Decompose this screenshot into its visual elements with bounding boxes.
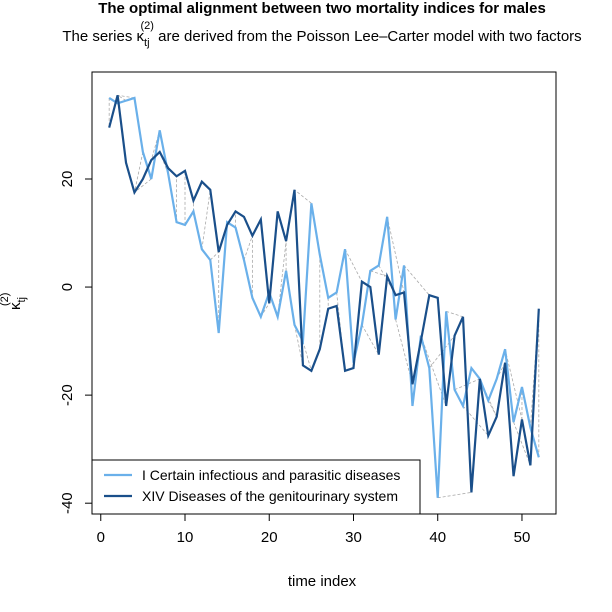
x-axis-label: time index <box>288 573 357 590</box>
alignment-line <box>370 270 388 277</box>
alignment-line <box>504 349 523 420</box>
chart-title: The optimal alignment between two mortal… <box>98 0 546 17</box>
alignment-line <box>134 151 144 193</box>
legend-label: XIV Diseases of the genitourinary system <box>142 488 398 504</box>
alignment-line <box>454 378 481 391</box>
y-axis-label: κtj (2) <box>0 293 28 310</box>
alignment-line <box>243 235 253 261</box>
alignment-line <box>487 400 498 417</box>
subtitle-symbol: κ <box>137 28 145 45</box>
alignment-line <box>117 94 127 101</box>
alignment-line <box>386 216 405 293</box>
alignment-line <box>294 324 304 366</box>
x-tick-label: 20 <box>261 529 278 546</box>
alignment-line <box>446 310 464 318</box>
alignment-line <box>437 491 472 499</box>
y-tick-label: -20 <box>59 384 76 406</box>
alignment-line <box>403 265 430 296</box>
alignment-line <box>209 251 219 261</box>
subtitle-text: are derived from the Poisson Lee–Carter … <box>154 28 582 45</box>
alignment-line <box>344 249 363 282</box>
series-line <box>108 94 540 493</box>
alignment-line <box>201 189 211 250</box>
alignment-line <box>513 421 531 466</box>
y-tick-label: 20 <box>59 171 76 188</box>
x-tick-label: 10 <box>177 529 194 546</box>
subtitle-superscript: (2) <box>141 20 154 32</box>
x-tick-label: 0 <box>97 529 105 546</box>
alignment-line <box>361 324 380 355</box>
legend-box <box>91 459 421 515</box>
alignment-line <box>159 151 169 174</box>
y-label-symbol: κ <box>7 302 24 310</box>
alignment-line <box>117 94 135 99</box>
alignment-line <box>134 178 152 193</box>
y-label-subscript: tj <box>16 297 28 303</box>
x-tick-label: 50 <box>514 529 531 546</box>
subtitle-subscript: tj <box>144 37 150 49</box>
subtitle-text: The series <box>62 28 136 45</box>
y-label-superscript: (2) <box>0 293 11 306</box>
legend-label: I Certain infectious and parasitic disea… <box>142 467 400 483</box>
series-line <box>108 96 540 498</box>
chart-subtitle: The series κtj (2) are derived from the P… <box>62 20 581 49</box>
x-tick-label: 40 <box>429 529 446 546</box>
y-tick-label: -40 <box>59 492 76 514</box>
x-tick-label: 30 <box>345 529 362 546</box>
y-tick-label: 0 <box>59 283 76 291</box>
alignment-line <box>302 340 312 371</box>
alignment-line <box>294 189 312 204</box>
